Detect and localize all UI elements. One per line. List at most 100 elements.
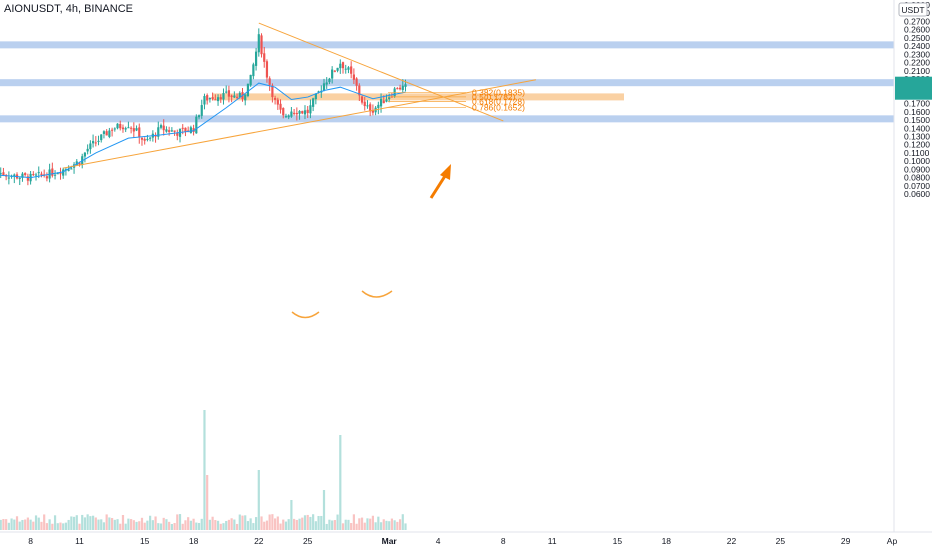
candle-body [189, 127, 192, 133]
candle-body [379, 98, 383, 107]
candle-body [105, 131, 108, 136]
time-tick-label: 8 [28, 536, 33, 546]
volume-bar [322, 490, 326, 530]
price-tick-label: 0.0800 [904, 173, 930, 183]
price-tick-label: 0.1300 [904, 132, 930, 142]
volume-bar [21, 519, 24, 530]
volume-bar [358, 518, 361, 530]
candle-body [366, 105, 369, 107]
volume-bar [331, 520, 334, 530]
volume-bar [347, 519, 350, 530]
candle-body [165, 129, 168, 132]
price-tick-label: 0.1000 [904, 156, 930, 166]
candle-body [86, 148, 89, 152]
time-tick-label: 25 [776, 536, 786, 546]
time-tick-label: 8 [501, 536, 506, 546]
candle-body [146, 138, 149, 140]
candle-body [173, 130, 176, 132]
volume-bar [379, 522, 383, 530]
volume-bar [216, 520, 220, 530]
candle-body [230, 95, 233, 97]
candle-body [111, 129, 114, 131]
candle-body [257, 34, 260, 53]
candle-body [91, 141, 95, 144]
time-tick-label: 18 [189, 536, 199, 546]
candle-body [238, 92, 241, 98]
candle-body [363, 101, 366, 107]
time-axis[interactable]: 8 11 15 18 22 25 Mar 4 8 11 15 18 22 25 29 Ap [28, 536, 897, 546]
volume-bar [75, 515, 78, 530]
volume-bar [138, 521, 141, 530]
volume-bar [78, 523, 81, 530]
volume-bar [18, 521, 21, 530]
time-tick-label: 18 [662, 536, 672, 546]
volume-bar [81, 514, 84, 530]
horizontal-zone[interactable] [0, 115, 894, 123]
time-tick-label: 25 [303, 536, 313, 546]
volume-bar [303, 515, 307, 530]
candle-body [214, 99, 217, 101]
volume-bar [37, 517, 40, 530]
volume-bar [363, 522, 366, 530]
price-tick-label: 0.0700 [904, 181, 930, 191]
volume-bar [208, 519, 211, 530]
volume-bar [102, 522, 106, 530]
volume-bar [5, 519, 8, 530]
volume-bar [344, 519, 347, 530]
volume-bar [257, 470, 260, 530]
volume-bar [276, 516, 279, 530]
time-tick-label: 29 [841, 536, 851, 546]
candle-body [192, 128, 195, 132]
time-tick-label: Mar [382, 536, 398, 546]
volume-bar [312, 514, 315, 530]
volume-bar [404, 523, 407, 530]
price-tick-label: 0.0900 [904, 164, 930, 174]
candle-body [314, 93, 317, 100]
volume-bar [40, 521, 43, 530]
volume-bar [124, 523, 127, 530]
volume-bar [176, 514, 179, 530]
candle-body [263, 53, 266, 62]
candle-body [350, 66, 353, 74]
volume-bar [83, 517, 87, 530]
volume-bar [260, 516, 263, 530]
price-tick-label: 0.1100 [904, 148, 930, 158]
currency-badge[interactable]: USDT [898, 2, 928, 17]
candle-body [206, 95, 209, 101]
time-tick-label: 11 [548, 536, 557, 546]
volume-bar [388, 521, 391, 530]
candle-body [333, 70, 336, 72]
candle-body [21, 173, 24, 178]
volume-bar [398, 519, 402, 530]
price-tick-label: 0.1500 [904, 115, 930, 125]
candle-body [279, 103, 282, 110]
horizontal-zone[interactable] [0, 79, 894, 87]
trendline[interactable] [258, 22, 504, 122]
trendline[interactable] [63, 79, 536, 169]
volume-bar [230, 518, 233, 530]
volume-bar [333, 520, 336, 530]
candle-body [181, 127, 184, 129]
candle-body [328, 78, 331, 83]
volume-bar [13, 519, 16, 530]
candle-body [135, 128, 138, 131]
volume-bar [298, 518, 301, 530]
volume-bar [7, 522, 10, 530]
volume-bar [154, 516, 157, 530]
volume-bar [195, 522, 198, 530]
candle-body [336, 67, 339, 71]
candle-body [303, 110, 307, 115]
candle-body [24, 173, 27, 175]
volume-bar [355, 523, 358, 530]
volume-bar [29, 519, 32, 530]
candle-body [162, 125, 165, 131]
volume-bar [374, 522, 377, 530]
volume-bar [222, 523, 225, 530]
candle-body [18, 177, 21, 179]
volume-bar [127, 518, 130, 530]
candle-body [344, 68, 347, 70]
horizontal-zone[interactable] [0, 41, 894, 49]
volume-bar [279, 523, 282, 530]
